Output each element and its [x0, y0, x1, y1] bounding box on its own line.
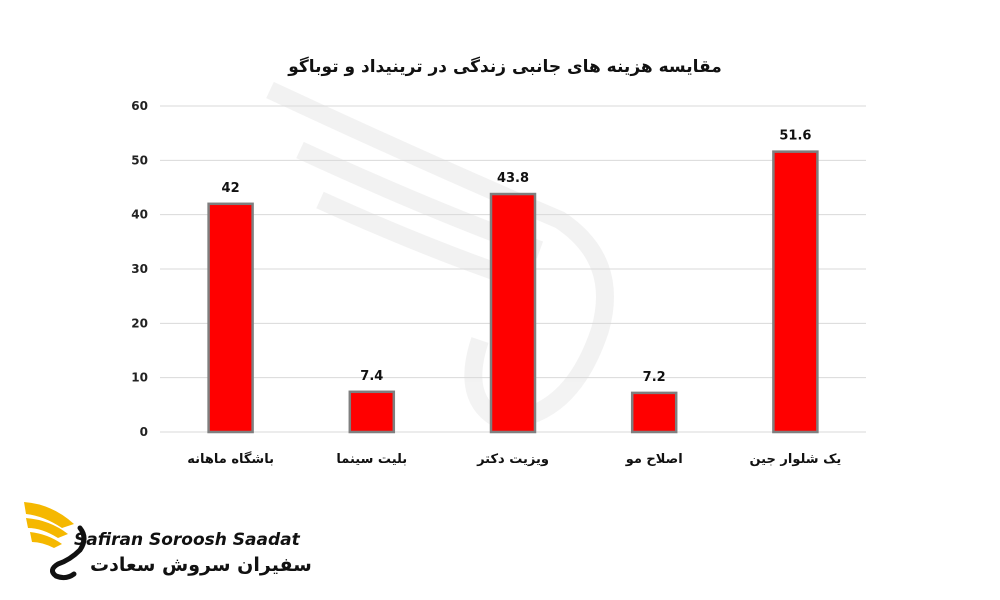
y-axis-ticks: 0 10 20 30 40 50 60	[131, 99, 148, 439]
data-label: 7.2	[643, 370, 666, 385]
y-tick-label: 0	[140, 425, 148, 439]
data-labels: 42 7.4 43.8 7.2 51.6	[222, 129, 812, 385]
y-tick-label: 60	[131, 99, 148, 113]
x-tick-label: اصلاح مو	[625, 452, 683, 467]
x-tick-label: بلیت سینما	[336, 452, 407, 467]
watermark-wing-icon	[266, 81, 614, 430]
x-tick-label: ویزیت دکتر	[476, 452, 549, 467]
brand-name-en: Safiran Soroosh Saadat	[74, 530, 300, 550]
chart-title: مقایسه هزینه های جانبی زندگی در ترینیداد…	[287, 56, 721, 77]
chart-bars	[207, 150, 819, 434]
data-label: 51.6	[779, 129, 811, 144]
y-tick-label: 30	[131, 262, 148, 276]
brand-name-fa: سفیران سروش سعادت	[90, 554, 312, 576]
bar	[489, 192, 537, 434]
y-tick-label: 40	[131, 208, 148, 222]
brand-logo-icon	[24, 502, 87, 581]
bar	[630, 391, 678, 434]
data-label: 43.8	[497, 171, 529, 186]
x-tick-label: یک شلوار جین	[749, 452, 841, 467]
bar	[772, 150, 819, 434]
bar	[207, 202, 254, 434]
x-axis-categories: باشگاه ماهانه بلیت سینما ویزیت دکتر اصلاح م…	[187, 451, 841, 467]
y-tick-label: 20	[131, 316, 148, 330]
x-tick-label: باشگاه ماهانه	[187, 451, 274, 467]
data-label: 7.4	[360, 369, 383, 384]
y-tick-label: 10	[131, 371, 148, 385]
y-tick-label: 50	[131, 153, 148, 167]
bar	[348, 390, 396, 434]
data-label: 42	[222, 181, 240, 196]
